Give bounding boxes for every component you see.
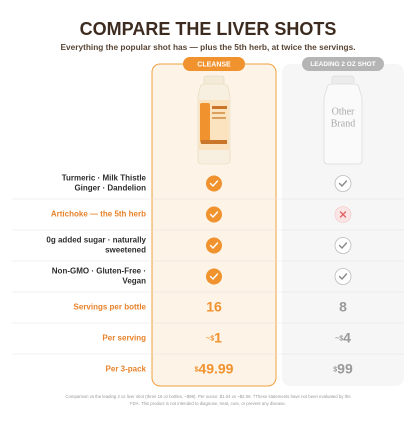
row-label: Per 3-pack [106,365,147,374]
row-label: Ginger · Dandelion [74,184,146,193]
check-icon [206,206,222,223]
icon-check [209,273,219,281]
row-label: Turmeric · Milk Thistle [62,174,147,183]
icon-circle [206,268,222,285]
icon-circle [206,206,222,223]
check-icon [334,268,352,285]
cell-prefix: $ [333,366,337,373]
cell-value: $99 [333,360,353,376]
footnote: FDA. This product is not intended to dia… [130,401,286,406]
subtitle: Everything the popular shot has — plus t… [60,42,355,52]
row-label: 0g added sugar · naturally [46,236,146,245]
icon-circle [334,268,352,285]
title: COMPARE THE LIVER SHOTS [80,19,337,39]
cell-amount: 49.99 [198,360,233,376]
cell-value: $49.99 [195,360,234,376]
icon-check [338,242,348,250]
check-icon [206,237,222,254]
cell-value: ~$1 [206,329,222,345]
other-bottle: Other Brand [323,75,363,165]
check-icon [206,175,222,192]
icon-check [338,273,348,281]
cleanse-pill [183,57,245,71]
icon-cross [339,211,347,218]
row-label: Per serving [102,334,146,343]
check-icon [334,237,352,254]
row-label: Non-GMO · Gluten-Free · [52,267,146,276]
other-header: LEADING 2 OZ SHOT [310,61,375,68]
cell-value: 8 [339,298,347,314]
row-label: sweetened [105,246,146,255]
row-label: Artichoke — the 5th herb [51,210,146,219]
icon-circle [206,175,222,192]
cell-amount: 4 [343,329,351,345]
cell-prefix: ~$ [335,335,343,342]
cleanse-header: CLEANSE [197,61,231,68]
row-label: Servings per bottle [74,303,147,312]
cross-icon [334,206,352,223]
icon-circle [206,237,222,254]
icon-check [209,242,219,250]
icon-check [209,180,219,188]
other-bottle-label: Other [332,106,355,117]
footnote: Comparison vs the leading 2 oz liver sho… [65,394,351,399]
check-icon [334,175,352,192]
other-column [282,64,404,386]
cell-value: ~$4 [335,329,351,345]
cell-prefix: $ [195,366,199,373]
check-icon [206,268,222,285]
cell-amount: 1 [214,329,222,345]
cell-amount: 16 [206,298,222,314]
cleanse-bottle [197,75,231,165]
icon-check [338,180,348,188]
cell-prefix: ~$ [206,335,214,342]
icon-check [209,211,219,219]
icon-circle [334,237,352,254]
icon-circle [334,175,352,192]
cell-value: 16 [206,298,222,314]
cell-amount: 99 [337,360,353,376]
other-pill [302,57,384,71]
cell-amount: 8 [339,298,347,314]
other-bottle-label: Brand [331,118,355,129]
row-label: Vegan [122,277,146,286]
